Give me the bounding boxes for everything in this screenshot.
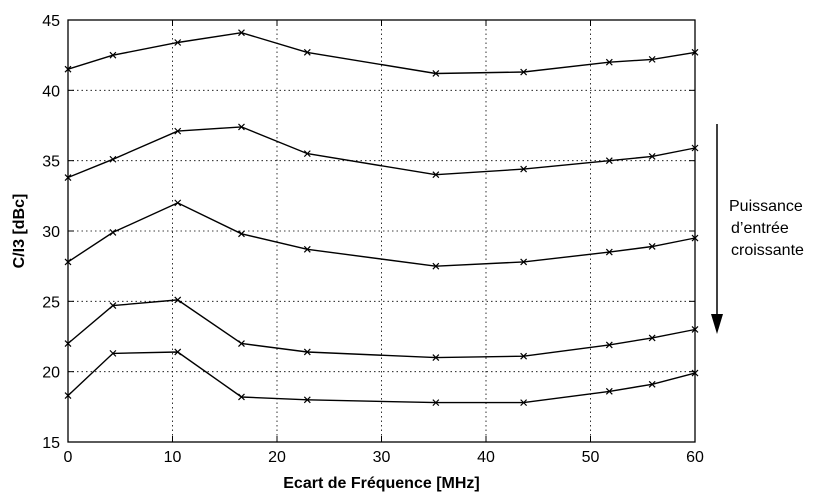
- data-point: [109, 228, 117, 236]
- data-point: [303, 48, 311, 56]
- y-tick-label: 20: [42, 365, 60, 382]
- data-point: [64, 65, 72, 73]
- data-point: [648, 380, 656, 388]
- series-line: [67, 351, 696, 404]
- data-point: [691, 48, 699, 56]
- annotation-line-1: Puissance: [729, 198, 803, 215]
- data-point: [605, 341, 613, 349]
- y-tick-label: 25: [42, 294, 60, 311]
- data-point: [174, 127, 182, 135]
- data-point: [432, 399, 440, 407]
- series-1: [64, 29, 699, 77]
- arrow-head-icon: [711, 314, 723, 334]
- data-point: [648, 55, 656, 63]
- x-tick-label: 20: [268, 449, 286, 466]
- data-point: [64, 392, 72, 400]
- data-point: [605, 387, 613, 395]
- data-point: [432, 262, 440, 270]
- series-layer: [64, 29, 699, 407]
- series-5: [64, 348, 699, 407]
- x-tick-label: 50: [582, 449, 600, 466]
- series-line: [67, 31, 696, 75]
- data-point: [174, 348, 182, 356]
- data-point: [303, 396, 311, 404]
- data-point: [520, 399, 528, 407]
- data-point: [648, 243, 656, 250]
- x-tick-label: 40: [477, 449, 495, 466]
- y-tick-label: 45: [42, 13, 60, 30]
- series-line: [67, 202, 696, 267]
- grid: [68, 20, 695, 442]
- data-point: [303, 245, 311, 253]
- data-point: [432, 70, 440, 77]
- y-tick-label: 35: [42, 154, 60, 171]
- data-point: [605, 58, 613, 66]
- series-3: [64, 199, 699, 270]
- data-point: [109, 51, 117, 59]
- data-point: [174, 199, 182, 207]
- data-point: [648, 153, 656, 160]
- data-point: [691, 326, 699, 333]
- data-point: [238, 340, 245, 347]
- annotation-line-2: d’entrée: [731, 220, 789, 237]
- data-point: [691, 234, 699, 242]
- data-point: [520, 352, 528, 360]
- data-point: [238, 123, 245, 131]
- data-point: [238, 29, 245, 37]
- x-tick-label: 10: [164, 449, 182, 466]
- data-point: [432, 354, 440, 362]
- x-tick-label: 60: [686, 449, 704, 466]
- series-line: [67, 126, 696, 179]
- data-point: [174, 296, 182, 304]
- annotation-line-3: croissante: [731, 242, 804, 259]
- data-point: [109, 155, 117, 163]
- data-point: [109, 349, 117, 357]
- x-tick-label: 30: [373, 449, 391, 466]
- data-point: [174, 39, 182, 46]
- data-point: [691, 144, 699, 152]
- y-axis-label: C/I3 [dBc]: [11, 194, 28, 269]
- y-tick-label: 30: [42, 224, 60, 241]
- series-line: [67, 299, 696, 359]
- data-point: [64, 340, 72, 347]
- data-point: [303, 150, 311, 158]
- data-point: [432, 171, 440, 179]
- x-axis-label: Ecart de Fréquence [MHz]: [283, 475, 479, 492]
- series-4: [64, 296, 699, 362]
- data-point: [109, 302, 117, 309]
- data-point: [520, 68, 528, 76]
- annotation: Puissance d’entrée croissante: [711, 124, 804, 334]
- data-point: [691, 369, 699, 377]
- series-2: [64, 123, 699, 181]
- data-point: [64, 258, 72, 266]
- data-point: [64, 174, 72, 181]
- axis-ticks: 0 10 20 30 40 50 60 15 20 25 30 35 40 45: [42, 13, 704, 466]
- y-tick-label: 15: [42, 435, 60, 452]
- x-tick-label: 0: [64, 449, 73, 466]
- data-point: [605, 248, 613, 256]
- data-point: [648, 334, 656, 342]
- data-point: [238, 393, 245, 401]
- data-point: [520, 165, 528, 173]
- y-tick-label: 40: [42, 83, 60, 100]
- data-point: [303, 348, 311, 356]
- data-point: [520, 258, 528, 266]
- data-point: [605, 157, 613, 165]
- data-point: [238, 230, 245, 238]
